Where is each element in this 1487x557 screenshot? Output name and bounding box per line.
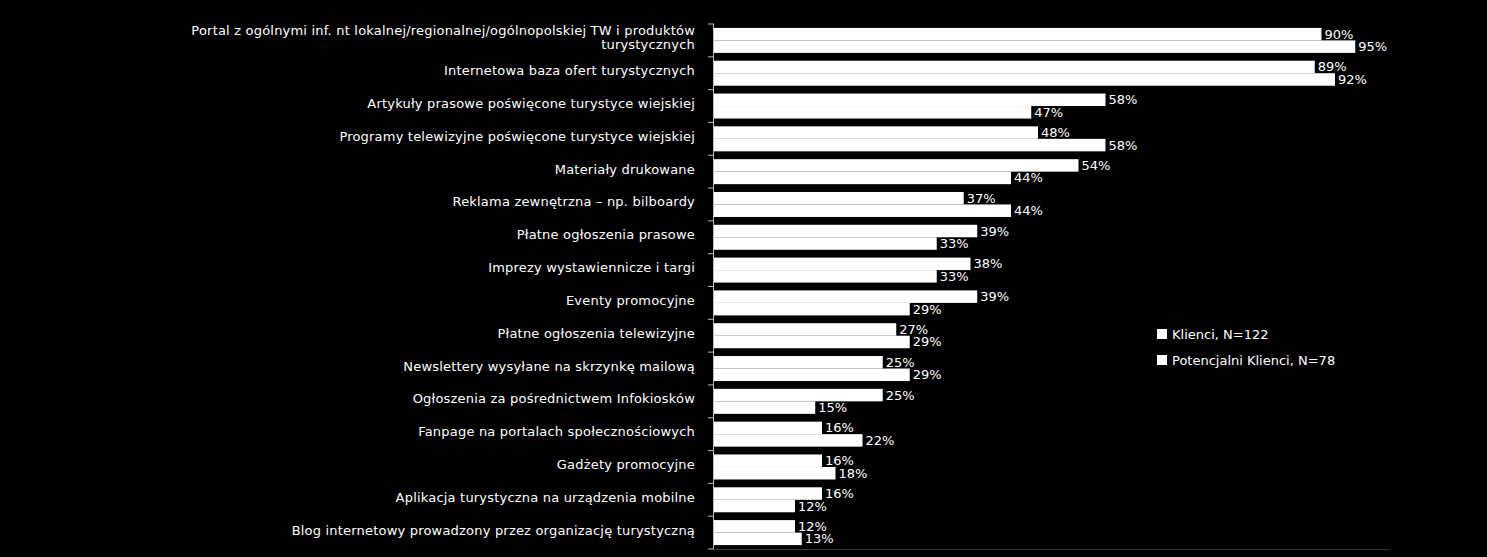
- bar: [714, 258, 971, 271]
- data-label: 39%: [980, 224, 1009, 239]
- bar: [714, 389, 883, 402]
- legend-label: Potencjalni Klienci, N=78: [1172, 353, 1335, 368]
- bar: [714, 467, 836, 480]
- category-tick: [708, 89, 714, 90]
- category-tick: [708, 483, 714, 484]
- category-tick: [708, 220, 714, 221]
- data-label: 18%: [839, 466, 868, 481]
- category-tick: [708, 450, 714, 451]
- bar: [714, 126, 1038, 139]
- bar: [714, 401, 815, 414]
- bar: [714, 192, 964, 205]
- data-label: 58%: [1109, 92, 1138, 107]
- category-tick: [708, 352, 714, 353]
- data-label: 92%: [1338, 72, 1367, 87]
- data-label: 29%: [913, 367, 942, 382]
- category-tick: [708, 253, 714, 254]
- category-label: Fanpage na portalach społecznościowych: [418, 425, 695, 439]
- data-label: 48%: [1041, 125, 1070, 140]
- bar: [714, 303, 910, 316]
- chart-root: 90%89%58%48%54%37%39%38%39%27%25%25%16%1…: [0, 0, 1487, 557]
- category-label: Programy telewizyjne poświęcone turystyc…: [339, 130, 695, 144]
- bar: [714, 356, 883, 369]
- data-label: 37%: [967, 191, 996, 206]
- data-label: 33%: [940, 236, 969, 251]
- category-tick: [708, 516, 714, 517]
- category-tick: [708, 286, 714, 287]
- bar: [714, 336, 910, 349]
- bar: [714, 533, 802, 546]
- x-axis-line: [714, 549, 1389, 550]
- category-label: Blog internetowy prowadzony przez organi…: [292, 524, 695, 538]
- bar: [714, 40, 1355, 53]
- category-label: Internetowa baza ofert turystycznych: [444, 64, 695, 78]
- category-label: Gadżety promocyjne: [557, 458, 695, 472]
- bars: [714, 28, 1355, 545]
- category-tick: [708, 122, 714, 123]
- bar: [714, 270, 937, 283]
- category-tick: [708, 384, 714, 385]
- legend-label: Klienci, N=122: [1172, 327, 1268, 342]
- category-label: Eventy promocyjne: [566, 294, 695, 308]
- bar: [714, 28, 1322, 41]
- bar: [714, 434, 863, 447]
- data-label: 33%: [940, 269, 969, 284]
- data-label: 13%: [805, 531, 834, 546]
- data-label: 29%: [913, 334, 942, 349]
- bar: [714, 520, 795, 533]
- category-label: Newslettery wysyłane na skrzynkę mailową: [403, 360, 695, 374]
- data-label: 25%: [886, 388, 915, 403]
- data-label: 25%: [886, 355, 915, 370]
- data-label: 22%: [866, 433, 895, 448]
- legend-swatch: [1157, 355, 1167, 365]
- bar: [714, 172, 1011, 185]
- category-label: Płatne ogłoszenia prasowe: [517, 228, 695, 242]
- bar: [714, 369, 910, 382]
- data-label: 47%: [1034, 105, 1063, 120]
- bar: [714, 422, 822, 435]
- data-label: 44%: [1014, 203, 1043, 218]
- category-tick: [708, 549, 714, 550]
- data-label: 58%: [1109, 138, 1138, 153]
- category-tick: [708, 188, 714, 189]
- bar: [714, 454, 822, 467]
- bar: [714, 225, 977, 238]
- category-label: Imprezy wystawiennicze i targi: [488, 261, 695, 275]
- bar: [714, 500, 795, 513]
- category-tick: [708, 417, 714, 418]
- category-label: Artykuły prasowe poświęcone turystyce wi…: [367, 97, 695, 111]
- category-label: Płatne ogłoszenia telewizyjne: [498, 327, 695, 341]
- bar: [714, 204, 1011, 217]
- category-tick: [708, 24, 714, 25]
- data-label: 54%: [1082, 158, 1111, 173]
- bar: [714, 323, 896, 336]
- bar: [714, 106, 1031, 119]
- category-tick: [708, 155, 714, 156]
- bar: [714, 139, 1106, 152]
- category-label: Ogłoszenia za pośrednictwem Infokiosków: [413, 392, 695, 406]
- bar: [714, 73, 1335, 86]
- data-label: 90%: [1325, 27, 1354, 42]
- chart-svg: 90%89%58%48%54%37%39%38%39%27%25%25%16%1…: [0, 0, 1487, 557]
- data-label: 15%: [818, 400, 847, 415]
- data-label: 95%: [1358, 39, 1387, 54]
- category-label: Aplikacja turystyczna na urządzenia mobi…: [396, 491, 695, 505]
- data-label: 16%: [825, 420, 854, 435]
- data-label: 38%: [974, 256, 1003, 271]
- category-tick: [708, 56, 714, 57]
- data-label: 12%: [798, 499, 827, 514]
- bar: [714, 61, 1315, 74]
- bar: [714, 237, 937, 250]
- category-tick: [708, 319, 714, 320]
- category-label: Portal z ogólnymi inf. nt lokalnej/regio…: [135, 24, 695, 52]
- category-label: Reklama zewnętrzna – np. bilboardy: [452, 195, 695, 209]
- data-label: 16%: [825, 486, 854, 501]
- legend-swatch: [1157, 329, 1167, 339]
- data-label: 44%: [1014, 170, 1043, 185]
- data-label: 39%: [980, 289, 1009, 304]
- category-label: Materiały drukowane: [555, 163, 695, 177]
- data-label: 29%: [913, 302, 942, 317]
